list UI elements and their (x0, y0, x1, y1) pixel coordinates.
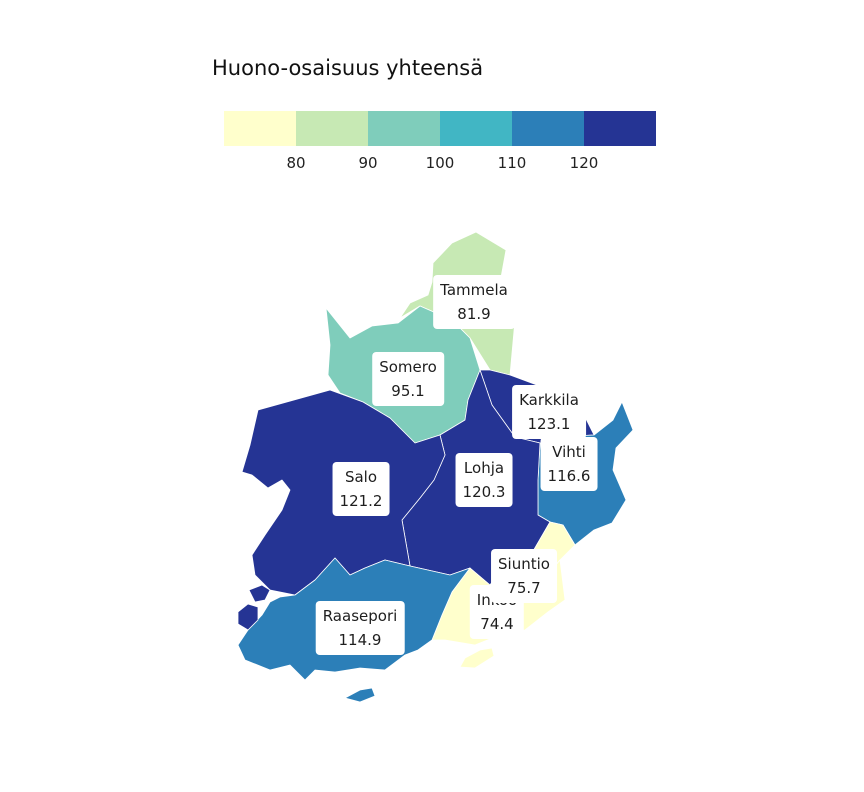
legend-tick-100: 100 (425, 154, 455, 172)
label-somero-name: Somero (379, 358, 437, 376)
label-raasepori-value: 114.9 (338, 631, 382, 649)
label-siuntio: Siuntio 75.7 (491, 549, 557, 603)
label-raasepori-name: Raasepori (322, 607, 398, 625)
legend-swatch-3 (368, 111, 440, 146)
legend-tick-110: 110 (497, 154, 527, 172)
region-salo-island-2[interactable] (237, 603, 259, 631)
label-karkkila-value: 123.1 (527, 415, 571, 433)
label-siuntio-value: 75.7 (507, 579, 541, 597)
label-karkkila-name: Karkkila (519, 391, 579, 409)
legend-tick-120: 120 (569, 154, 599, 172)
label-salo: Salo 121.2 (332, 462, 390, 516)
legend-swatch-4 (440, 111, 512, 146)
legend-title: Huono-osaisuus yhteensä (212, 56, 484, 80)
label-karkkila: Karkkila 123.1 (512, 385, 586, 439)
legend-tick-90: 90 (358, 154, 378, 172)
label-vihti-value: 116.6 (547, 467, 591, 485)
legend-tick-80: 80 (286, 154, 306, 172)
label-somero: Somero 95.1 (372, 352, 444, 406)
label-vihti: Vihti 116.6 (540, 437, 598, 491)
label-lohja: Lohja 120.3 (455, 453, 513, 507)
label-somero-value: 95.1 (391, 382, 425, 400)
legend-swatch-2 (296, 111, 368, 146)
legend-swatch-1 (224, 111, 296, 146)
label-raasepori: Raasepori 114.9 (315, 601, 405, 655)
label-salo-value: 121.2 (339, 492, 383, 510)
label-siuntio-name: Siuntio (498, 555, 550, 573)
label-vihti-name: Vihti (552, 443, 586, 461)
region-raasepori-island[interactable] (344, 687, 376, 703)
color-legend (224, 111, 656, 146)
region-salo-island-1[interactable] (248, 584, 271, 603)
label-tammela-name: Tammela (440, 281, 508, 299)
label-lohja-value: 120.3 (462, 483, 506, 501)
legend-swatch-6 (584, 111, 656, 146)
legend-swatch-5 (512, 111, 584, 146)
label-lohja-name: Lohja (463, 459, 505, 477)
label-tammela-value: 81.9 (457, 305, 491, 323)
label-tammela: Tammela 81.9 (433, 275, 515, 329)
region-inkoo-island[interactable] (459, 647, 495, 669)
label-inkoo-value: 74.4 (480, 615, 514, 633)
label-salo-name: Salo (344, 468, 378, 486)
